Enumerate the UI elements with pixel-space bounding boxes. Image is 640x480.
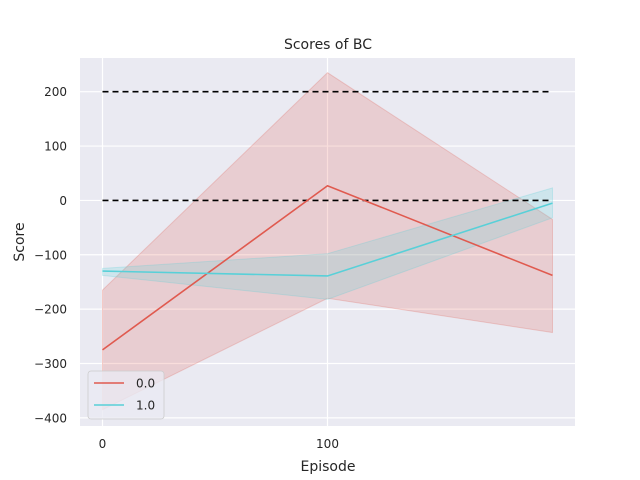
confidence-band-series-1 — [102, 187, 553, 300]
reference-lines — [102, 90, 553, 202]
legend-label-series-1: 1.0 — [136, 399, 155, 413]
tick-labels: −400 −300 −200 −100 0 100 200 0 100 — [34, 85, 339, 451]
y-tick-label: 100 — [44, 140, 67, 154]
y-tick-label: 200 — [44, 85, 67, 99]
series-line-0 — [102, 184, 553, 351]
series-lines — [102, 184, 553, 351]
y-tick-label: −400 — [34, 411, 67, 425]
series-line-1 — [102, 202, 553, 277]
legend: 0.0 1.0 — [87, 370, 165, 420]
y-axis-title: Score — [12, 222, 28, 261]
y-tick-label: −100 — [34, 248, 67, 262]
y-tick-label: −200 — [34, 303, 67, 317]
y-tick-label: 0 — [59, 194, 67, 208]
legend-label-series-0: 0.0 — [136, 377, 155, 391]
chart-title: Scores of BC — [284, 37, 372, 53]
y-tick-label: −300 — [34, 357, 67, 371]
x-tick-label: 100 — [316, 437, 339, 451]
x-tick-label: 0 — [99, 437, 107, 451]
x-axis-title: Episode — [301, 459, 356, 475]
